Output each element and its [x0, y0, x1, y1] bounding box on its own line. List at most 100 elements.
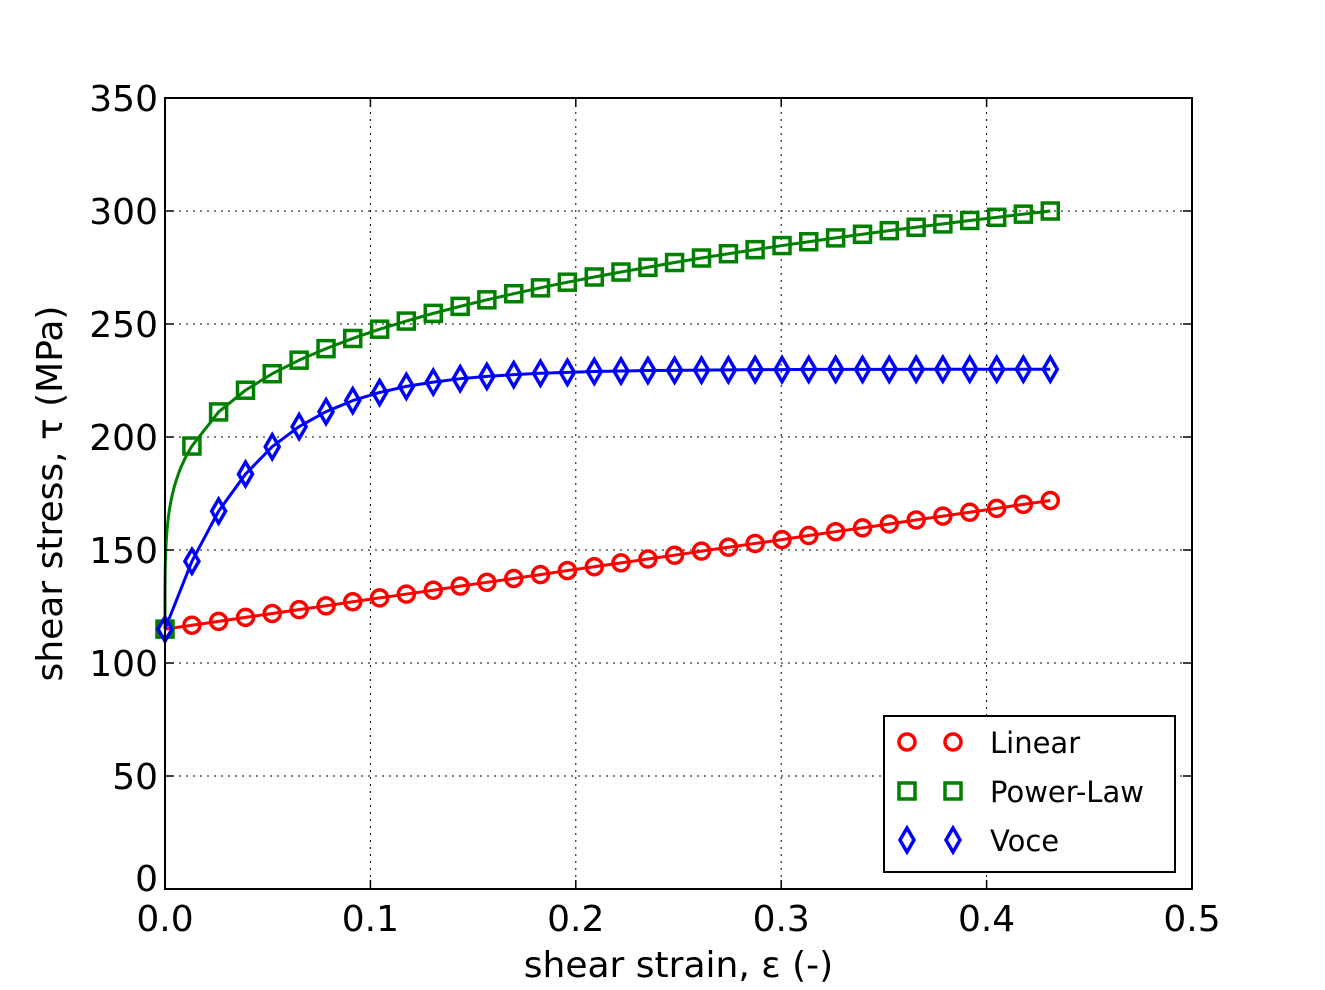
y-tick-label: 50: [112, 757, 158, 798]
marker-voce: [531, 357, 550, 389]
x-tick-label: 0.0: [136, 899, 193, 940]
marker-linear: [182, 615, 202, 636]
marker-voce: [772, 354, 792, 386]
marker-voce: [853, 353, 872, 385]
marker-power-law: [369, 319, 390, 339]
series-line-voce: [163, 367, 1051, 630]
x-tick-label: 0.2: [547, 899, 604, 940]
marker-power-law: [906, 217, 926, 238]
legend-box: [883, 715, 1176, 873]
marker-power-law: [798, 231, 819, 252]
marker-power-law: [342, 328, 363, 349]
marker-voce: [585, 355, 604, 387]
legend-item-linear: Linear: [897, 726, 1080, 760]
marker-power-law: [1013, 204, 1034, 224]
legend-label: Voce: [990, 824, 1059, 858]
marker-power-law: [289, 350, 309, 370]
marker-power-law: [960, 210, 980, 231]
marker-voce: [960, 353, 979, 385]
y-tick-label: 100: [89, 644, 158, 685]
marker-linear: [530, 564, 551, 585]
marker-power-law: [852, 224, 873, 245]
marker-linear: [879, 514, 899, 534]
marker-linear: [986, 498, 1007, 519]
marker-power-law: [718, 243, 739, 264]
y-tick-labels: 0 50 100 150 200 250 300 350: [89, 79, 158, 900]
marker-linear: [450, 576, 470, 596]
marker-voce: [504, 359, 523, 391]
x-tick-label: 0.1: [342, 899, 399, 940]
marker-voce: [638, 355, 657, 387]
marker-power-law: [1040, 201, 1061, 221]
marker-voce: [343, 385, 362, 417]
legend-label: Power-Law: [990, 775, 1144, 809]
y-tick-label: 150: [89, 531, 158, 572]
marker-linear: [316, 596, 336, 616]
marker-linear: [557, 560, 578, 581]
marker-linear: [1013, 494, 1034, 515]
marker-voce: [799, 353, 818, 385]
marker-linear: [718, 537, 739, 558]
marker-power-law: [745, 239, 765, 260]
legend-item-voce: Voce: [897, 824, 1059, 858]
marker-voce: [719, 354, 738, 386]
marker-linear: [1040, 490, 1061, 511]
marker-linear: [477, 572, 497, 593]
marker-voce: [692, 354, 711, 386]
legend-marker-voce: [897, 824, 917, 856]
marker-power-law: [584, 267, 605, 287]
marker-power-law: [530, 278, 551, 298]
marker-voce: [263, 431, 282, 463]
marker-voce: [558, 356, 577, 388]
marker-voce: [746, 354, 765, 386]
legend-marker-power-law: [943, 781, 963, 801]
marker-power-law: [182, 436, 202, 456]
marker-voce: [987, 353, 1006, 385]
y-axis-label: shear stress, τ (MPa): [30, 306, 71, 682]
y-tick-label: 0: [135, 859, 158, 900]
marker-voce: [1014, 353, 1033, 385]
marker-voce: [665, 354, 684, 386]
y-tick-label: 200: [89, 418, 158, 459]
marker-power-law: [396, 311, 417, 331]
marker-voce: [933, 353, 952, 385]
marker-voce: [477, 360, 496, 392]
marker-linear: [691, 541, 712, 561]
marker-power-law: [316, 338, 336, 359]
marker-voce: [451, 363, 470, 395]
marker-voce: [880, 353, 899, 385]
marker-power-law: [933, 214, 953, 234]
marker-power-law: [235, 380, 256, 400]
marker-voce: [290, 411, 309, 443]
legend-marker-linear: [897, 732, 917, 752]
marker-power-law: [638, 257, 658, 278]
marker-voce: [1041, 353, 1060, 385]
marker-voce: [424, 366, 443, 398]
marker-power-law: [986, 207, 1007, 228]
marker-linear: [289, 599, 309, 620]
marker-linear: [798, 525, 819, 546]
marker-power-law: [664, 252, 685, 273]
ticks: [164, 97, 1193, 890]
plot-frame: [164, 97, 1193, 890]
marker-voce: [182, 545, 201, 577]
marker-linear: [745, 533, 765, 554]
marker-power-law: [691, 248, 712, 268]
marker-linear: [638, 549, 658, 569]
markers: [155, 201, 1061, 645]
marker-power-law: [450, 296, 470, 317]
marker-power-law: [557, 272, 578, 292]
marker-linear: [584, 556, 605, 577]
y-tick-label: 350: [89, 79, 158, 120]
legend-marker-linear: [943, 732, 963, 752]
marker-power-law: [825, 228, 846, 248]
marker-linear: [208, 611, 229, 632]
marker-voce: [317, 396, 336, 428]
marker-linear: [423, 580, 444, 600]
marker-linear: [772, 529, 792, 550]
marker-linear: [235, 607, 256, 628]
marker-power-law: [504, 283, 524, 304]
x-axis-label: shear strain, ε (-): [524, 945, 833, 986]
marker-linear: [342, 592, 363, 612]
marker-linear: [664, 545, 685, 565]
